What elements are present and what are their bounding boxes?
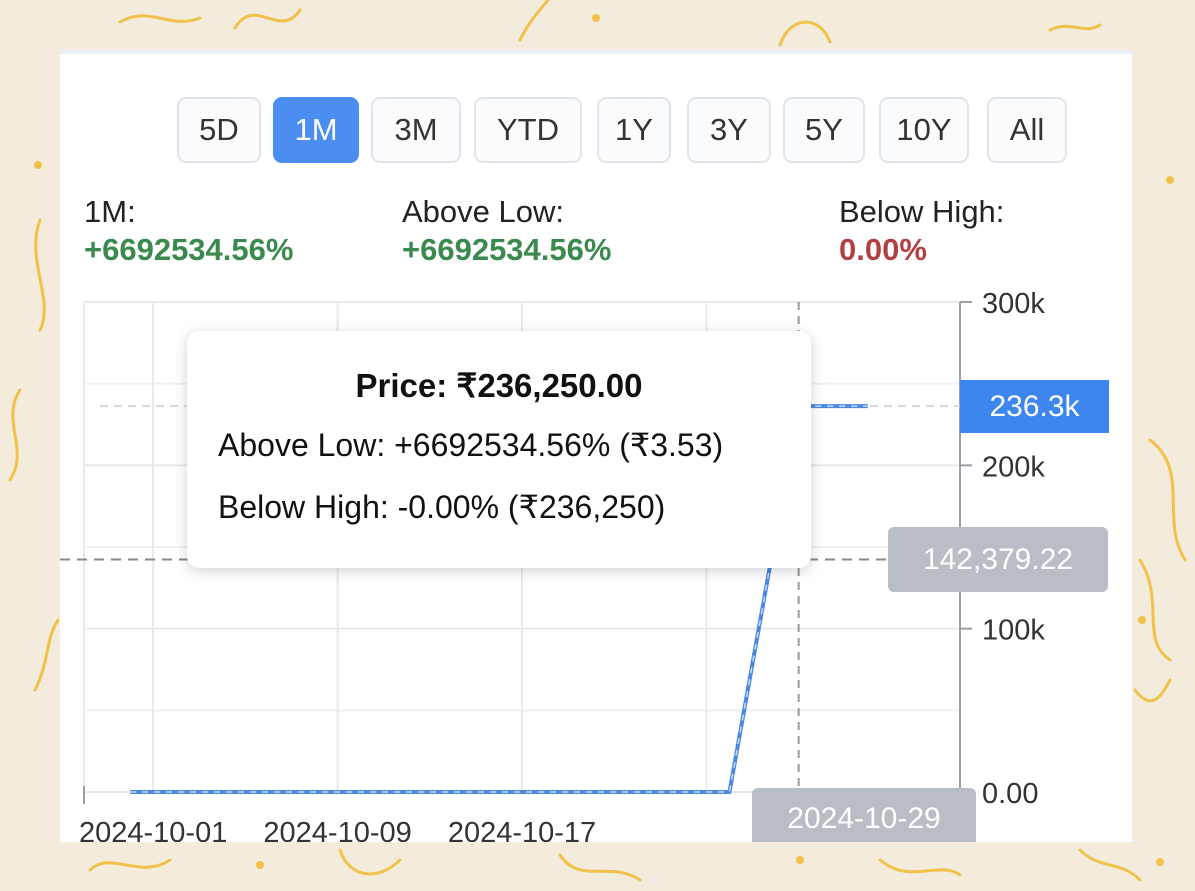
- stat-period-label: 1M:: [84, 194, 136, 229]
- doodle-squiggle: [233, 8, 302, 30]
- range-button-ytd[interactable]: YTD: [474, 97, 582, 163]
- stat-below-high-value: 0.00%: [839, 232, 927, 267]
- doodle-squiggle: [33, 618, 60, 692]
- y-tick-label: 200k: [982, 451, 1045, 483]
- x-tick-label: 2024-10-17: [448, 817, 596, 842]
- x-tick-label: 2024-10-01: [79, 817, 227, 842]
- chart-card: 5D 1M 3M YTD 1Y 3Y 5Y 10Y All 1M: +6692534.56% A…: [60, 50, 1132, 842]
- doodle-squiggle: [558, 853, 642, 882]
- doodle-squiggle: [518, 0, 550, 42]
- crosshair-date-badge: 2024-10-29: [752, 788, 976, 842]
- doodle-dot: [592, 14, 600, 22]
- doodle-squiggle: [1048, 23, 1102, 32]
- stat-below-high: Below High: 0.00%: [839, 193, 1004, 269]
- range-button-5d[interactable]: 5D: [177, 97, 261, 163]
- doodle-squiggle: [1148, 438, 1187, 562]
- doodle-squiggle: [88, 858, 172, 872]
- doodle-dot: [1138, 616, 1146, 624]
- doodle-squiggle: [1078, 848, 1142, 882]
- doodle-squiggle: [1133, 678, 1172, 703]
- tooltip-price: Price: ₹236,250.00: [355, 367, 643, 404]
- card-top-border: [60, 50, 1132, 54]
- crosshair-value-badge: 142,379.22: [888, 527, 1108, 592]
- tooltip-below-high: Below High: -0.00% (₹236,250): [218, 489, 666, 525]
- stat-below-high-label: Below High:: [839, 194, 1005, 229]
- price-tooltip: Price: ₹236,250.00 Above Low: +6692534.5…: [187, 331, 811, 568]
- range-button-1y[interactable]: 1Y: [597, 97, 671, 163]
- price-line-highlight: [130, 405, 868, 793]
- stat-above-low: Above Low: +6692534.56%: [402, 193, 611, 269]
- stat-period: 1M: +6692534.56%: [84, 193, 293, 269]
- range-button-5y[interactable]: 5Y: [783, 97, 865, 163]
- doodle-dot: [796, 856, 804, 864]
- y-tick-label: 0.00: [982, 778, 1038, 810]
- y-tick-label: 100k: [982, 615, 1045, 647]
- doodle-squiggle: [118, 14, 202, 24]
- range-button-1m[interactable]: 1M: [273, 97, 359, 163]
- range-button-3y[interactable]: 3Y: [687, 97, 771, 163]
- last-price-badge: 236.3k: [960, 380, 1109, 433]
- y-tick-label: 300k: [982, 288, 1045, 320]
- doodle-squiggle: [8, 388, 22, 482]
- doodle-squiggle: [1138, 558, 1172, 662]
- doodle-dot: [1156, 858, 1164, 866]
- doodle-dot: [34, 161, 42, 169]
- doodle-dot: [1166, 176, 1174, 184]
- stat-above-low-label: Above Low:: [402, 194, 564, 229]
- doodle-squiggle: [338, 848, 402, 876]
- x-tick-label: 2024-10-09: [263, 817, 411, 842]
- tooltip-above-low: Above Low: +6692534.56% (₹3.53): [218, 427, 724, 463]
- stat-above-low-value: +6692534.56%: [402, 232, 612, 267]
- doodle-dot: [256, 861, 264, 869]
- stat-period-value: +6692534.56%: [84, 232, 294, 267]
- range-button-10y[interactable]: 10Y: [879, 97, 969, 163]
- range-button-all[interactable]: All: [987, 97, 1067, 163]
- doodle-squiggle: [878, 858, 962, 877]
- doodle-squiggle: [778, 20, 832, 47]
- doodle-squiggle: [34, 218, 46, 332]
- range-button-3m[interactable]: 3M: [371, 97, 461, 163]
